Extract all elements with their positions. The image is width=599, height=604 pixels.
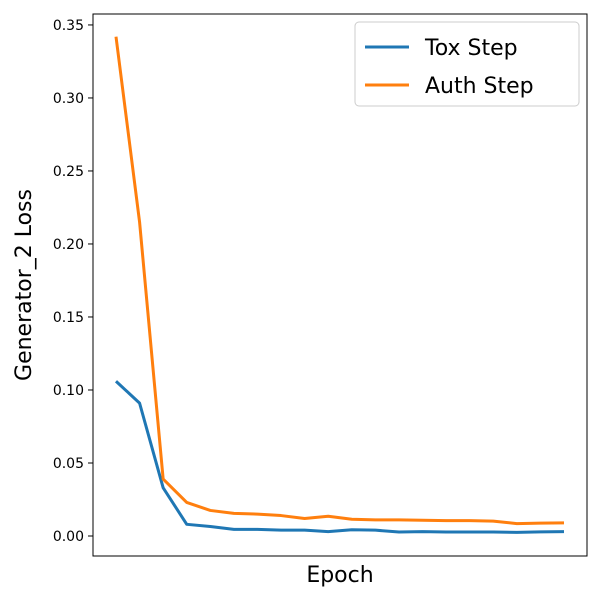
y-axis-label: Generator_2 Loss xyxy=(12,189,37,381)
y-tick-label: 0.10 xyxy=(53,383,84,399)
plot-frame xyxy=(92,13,588,557)
y-tick-label: 0.20 xyxy=(53,237,84,253)
y-tick-label: 0.35 xyxy=(53,18,84,34)
series-line xyxy=(114,380,565,534)
y-tick-label: 0.15 xyxy=(53,310,84,326)
legend-box xyxy=(354,21,580,107)
y-tick-label: 0.25 xyxy=(53,164,84,180)
y-tick-label: 0.00 xyxy=(53,529,84,545)
x-axis-label: Epoch xyxy=(306,563,373,588)
legend-label: Tox Step xyxy=(424,36,518,61)
legend-label: Auth Step xyxy=(425,74,534,99)
y-tick-label: 0.30 xyxy=(53,91,84,107)
series-line xyxy=(114,36,565,526)
y-tick-label: 0.05 xyxy=(53,456,84,472)
